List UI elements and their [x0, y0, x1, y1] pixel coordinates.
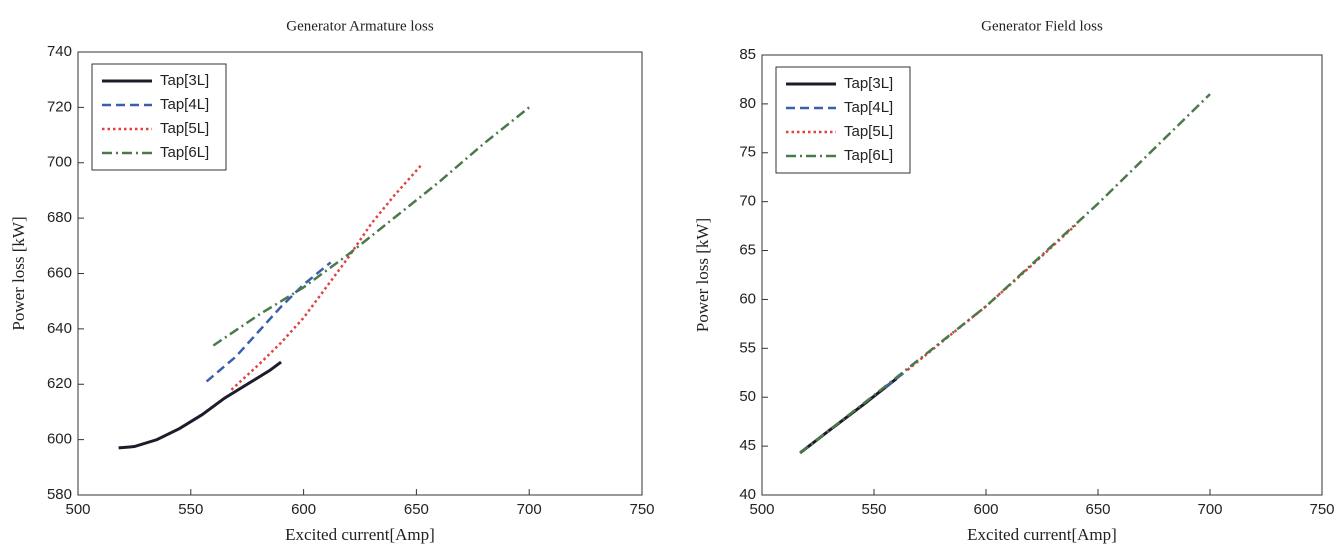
x-axis-label: Excited current[Amp] — [285, 525, 435, 544]
y-tick-label: 45 — [739, 437, 756, 454]
y-tick-label: 80 — [739, 95, 756, 112]
series-line — [205, 261, 332, 383]
y-tick-label: 70 — [739, 193, 756, 210]
y-axis-label: Power loss [kW] — [9, 216, 28, 330]
y-tick-label: 680 — [47, 209, 72, 226]
y-tick-label: 580 — [47, 486, 72, 503]
y-tick-label: 40 — [739, 486, 756, 503]
y-tick-label: 50 — [739, 388, 756, 405]
legend-label: Tap[6L] — [844, 147, 893, 164]
y-tick-label: 60 — [739, 290, 756, 307]
series-line — [230, 164, 422, 391]
x-tick-label: 550 — [178, 501, 203, 518]
y-axis-label: Power loss [kW] — [693, 218, 712, 332]
legend-label: Tap[5L] — [844, 123, 893, 140]
y-tick-label: 720 — [47, 98, 72, 115]
x-tick-label: 750 — [629, 501, 654, 518]
x-tick-label: 500 — [749, 501, 774, 518]
legend-label: Tap[5L] — [160, 120, 209, 137]
legend-label: Tap[6L] — [160, 144, 209, 161]
series-line — [118, 360, 282, 450]
legend-label: Tap[3L] — [844, 75, 893, 92]
y-tick-label: 600 — [47, 431, 72, 448]
series-line — [212, 106, 530, 347]
y-tick-label: 55 — [739, 339, 756, 356]
chart-title: Generator Armature loss — [286, 18, 434, 34]
x-axis-label: Excited current[Amp] — [967, 525, 1117, 544]
y-tick-label: 75 — [739, 144, 756, 161]
legend-label: Tap[4L] — [160, 96, 209, 113]
y-tick-label: 620 — [47, 375, 72, 392]
y-tick-label: 700 — [47, 154, 72, 171]
series-line — [799, 93, 1211, 454]
x-tick-label: 650 — [1085, 501, 1110, 518]
chart-title: Generator Field loss — [981, 18, 1103, 34]
x-tick-label: 650 — [404, 501, 429, 518]
y-tick-label: 85 — [739, 46, 756, 63]
x-tick-label: 600 — [291, 501, 316, 518]
x-tick-label: 700 — [1197, 501, 1222, 518]
plot-frame — [761, 54, 1323, 496]
y-tick-label: 740 — [47, 43, 72, 60]
y-tick-label: 640 — [47, 320, 72, 337]
x-tick-label: 550 — [861, 501, 886, 518]
legend-label: Tap[3L] — [160, 72, 209, 89]
x-tick-label: 700 — [517, 501, 542, 518]
y-tick-label: 660 — [47, 264, 72, 281]
legend-label: Tap[4L] — [844, 99, 893, 116]
x-tick-label: 600 — [973, 501, 998, 518]
x-tick-label: 500 — [65, 501, 90, 518]
y-tick-label: 65 — [739, 242, 756, 259]
x-tick-label: 750 — [1309, 501, 1334, 518]
